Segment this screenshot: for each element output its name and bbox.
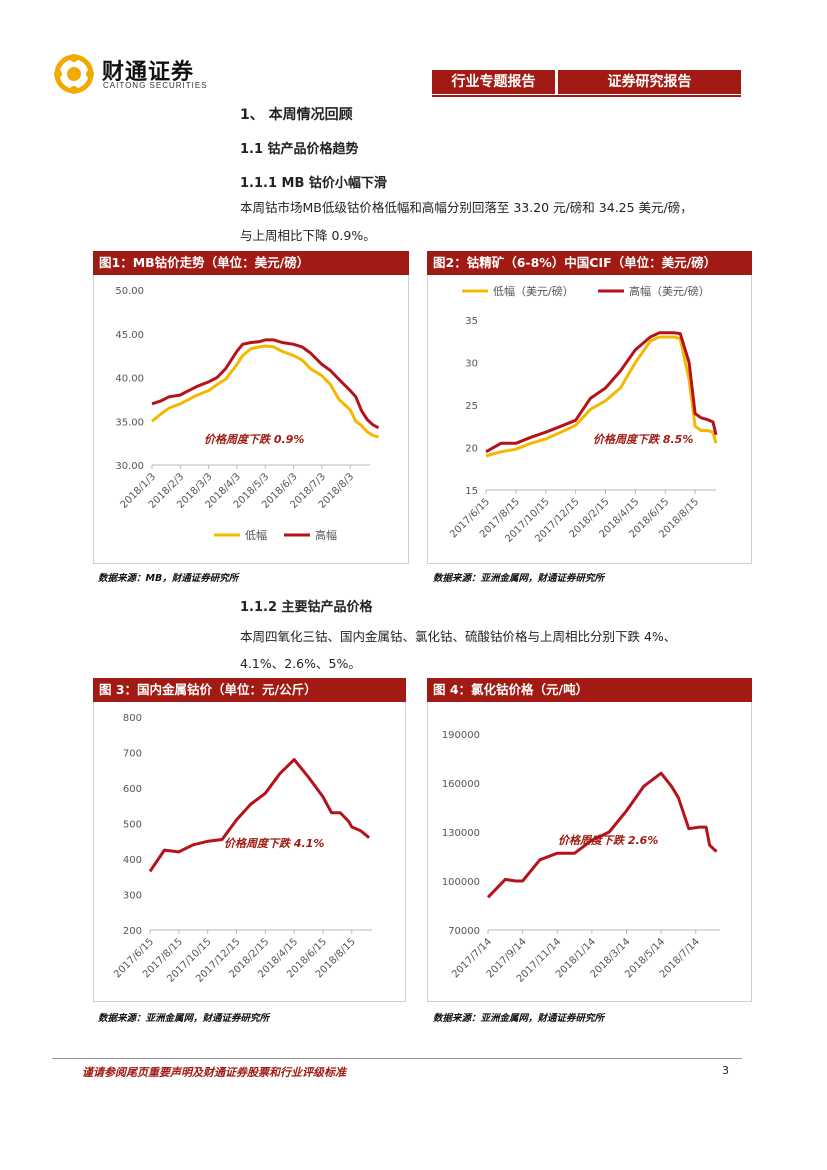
- y-tick-label: 35: [465, 316, 478, 327]
- chart-annotation: 价格周度下跌 8.5%: [593, 433, 693, 446]
- y-tick-label: 130000: [442, 828, 480, 839]
- legend-label: 高幅（美元/磅）: [629, 284, 710, 298]
- paragraph-mb-line1: 本周钴市场MB低级钴价格低幅和高幅分别回落至 33.20 元/磅和 34.25 …: [240, 200, 693, 215]
- page-number: 3: [722, 1064, 729, 1077]
- y-tick-label: 30: [465, 359, 478, 370]
- y-tick-label: 35.00: [115, 417, 144, 428]
- paragraph-mb-line2: 与上周相比下降 0.9%。: [240, 228, 376, 243]
- y-tick-label: 200: [123, 926, 142, 937]
- paragraph-products-line2: 4.1%、2.6%、5%。: [240, 656, 361, 671]
- footer-rule: [52, 1058, 742, 1059]
- legend-label: 高幅: [315, 528, 337, 542]
- footer-disclaimer: 谨请参阅尾页重要声明及财通证券股票和行业评级标准: [82, 1066, 346, 1079]
- chart-annotation: 价格周度下跌 2.6%: [558, 834, 658, 847]
- chart-annotation: 价格周度下跌 0.9%: [204, 433, 304, 446]
- legend-label: 低幅（美元/磅）: [493, 284, 574, 298]
- figure-2-title: 图2：钴精矿（6-8%）中国CIF（单位：美元/磅）: [427, 251, 752, 275]
- y-tick-label: 40.00: [115, 374, 144, 385]
- paragraph-products-line1: 本周四氧化三钴、国内金属钴、氯化钴、硫酸钴价格与上周相比分别下跌 4%、: [240, 629, 677, 644]
- y-tick-label: 15: [465, 486, 478, 497]
- figure-4-source: 数据来源：亚洲金属网，财通证券研究所: [433, 1013, 605, 1024]
- series-line-1: [485, 331, 718, 454]
- series-line-0: [151, 344, 379, 439]
- y-tick-label: 70000: [448, 926, 480, 937]
- section-heading-1: 1、 本周情况回顾: [240, 107, 353, 123]
- section-heading-1-1-2: 1.1.2 主要钴产品价格: [240, 600, 373, 615]
- series-line-0: [485, 335, 718, 458]
- legend-label: 低幅: [245, 529, 267, 542]
- figure-4-frame: 70000 100000 130000 160000 190000 2017/7/14 20…: [427, 702, 752, 1002]
- figure-3-source: 数据来源：亚洲金属网，财通证券研究所: [98, 1013, 270, 1024]
- header-tag-research: 证券研究报告: [558, 70, 741, 94]
- figure-4-title: 图 4：氯化钴价格（元/吨）: [427, 678, 752, 702]
- y-tick-label: 600: [123, 784, 142, 795]
- figure-1-title: 图1：MB钴价走势（单位：美元/磅）: [93, 251, 409, 275]
- series-line-0: [486, 771, 718, 899]
- y-tick-label: 800: [123, 713, 142, 724]
- y-tick-label: 30.00: [115, 461, 144, 472]
- logo-name-cn: 财通证券: [102, 59, 195, 85]
- chart-cobalt-chloride: 700001000001300001600001900002017/7/1420…: [442, 730, 720, 985]
- figure-2-source: 数据来源：亚洲金属网，财通证券研究所: [433, 573, 605, 584]
- series-line-1: [151, 338, 380, 430]
- y-tick-label: 500: [123, 820, 142, 831]
- header-rule: [432, 95, 741, 97]
- section-heading-1-1: 1.1 钴产品价格趋势: [240, 142, 359, 157]
- y-tick-label: 25: [465, 401, 478, 412]
- chart-annotation: 价格周度下跌 4.1%: [224, 837, 324, 850]
- figure-1-frame: 30.00 35.00 40.00 45.00 50.00 2018/1/3 2018/2/…: [93, 275, 409, 564]
- figure-3-frame: 200 300 400 500 600 700 800 2017/6/15 2017/8/15 2…: [93, 702, 406, 1002]
- y-tick-label: 160000: [442, 779, 480, 790]
- y-tick-label: 20: [465, 444, 478, 455]
- header-tag-industry: 行业专题报告: [432, 70, 555, 94]
- section-heading-1-1-1: 1.1.1 MB 钴价小幅下滑: [240, 176, 387, 191]
- chart-cobalt-concentrate: 15202530352017/6/152017/8/152017/10/1520…: [448, 284, 718, 545]
- company-logo: [52, 52, 96, 100]
- y-tick-label: 50.00: [115, 286, 144, 297]
- figure-2-frame: 15 20 25 30 35 2017/6/15 2017/8/15 2017/10/15 20…: [427, 275, 752, 564]
- y-tick-label: 100000: [442, 877, 480, 888]
- y-tick-label: 400: [123, 855, 142, 866]
- figure-3-title: 图 3：国内金属钴价（单位：元/公斤）: [93, 678, 406, 702]
- y-tick-label: 700: [123, 749, 142, 760]
- series-line-0: [148, 758, 371, 873]
- figure-1-source: 数据来源：MB，财通证券研究所: [98, 573, 239, 584]
- chart-mb-cobalt: 30.0035.0040.0045.0050.002018/1/32018/2/…: [115, 286, 380, 542]
- y-tick-label: 190000: [442, 730, 480, 741]
- y-tick-label: 300: [123, 891, 142, 902]
- chart-domestic-cobalt-metal: 2003004005006007008002017/6/152017/8/152…: [112, 713, 372, 985]
- logo-name-en: CAITONG SECURITIES: [103, 81, 208, 90]
- y-tick-label: 45.00: [115, 330, 144, 341]
- logo-mark-icon: [54, 54, 94, 94]
